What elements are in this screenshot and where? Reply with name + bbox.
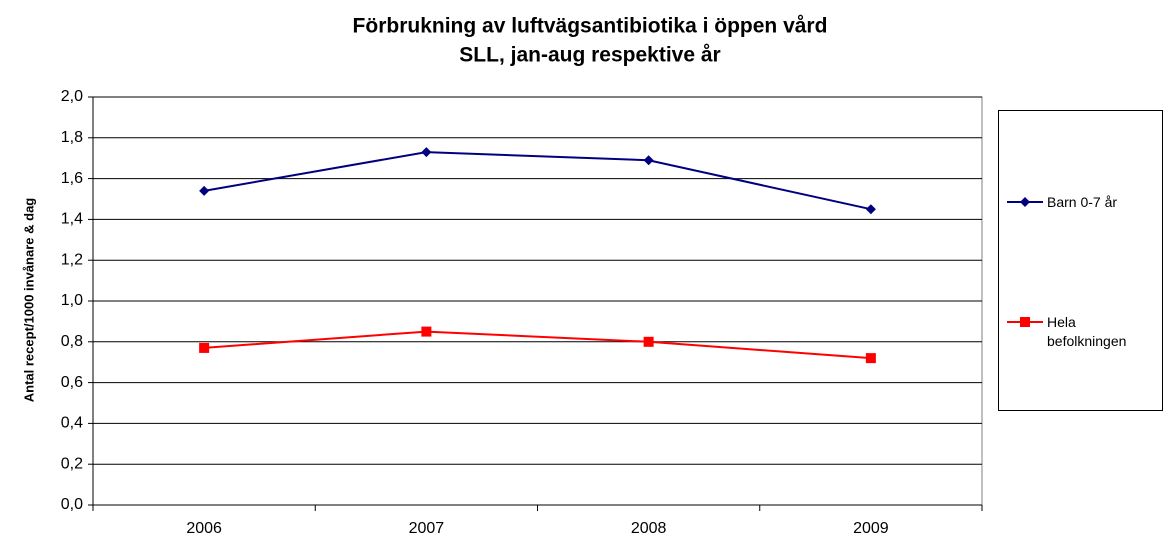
legend-label: Barn 0-7 år xyxy=(1047,194,1118,210)
legend-icon xyxy=(1007,317,1043,327)
y-axis-label: Antal recept/1000 invånare & dag xyxy=(21,198,36,403)
data-point xyxy=(421,147,432,158)
series-line xyxy=(204,330,871,360)
data-point xyxy=(199,185,210,196)
legend-entry: Hela befolkningen xyxy=(1007,313,1147,351)
y-tick-label: 1,6 xyxy=(61,170,83,187)
data-point xyxy=(643,155,654,166)
legend-label: Hela befolkningen xyxy=(1047,314,1127,349)
y-tick-label: 0,4 xyxy=(61,415,83,432)
y-tick-label: 2,0 xyxy=(61,88,83,105)
y-tick-label: 0,6 xyxy=(61,374,83,391)
chart-title: Förbrukning av luftvägsantibiotika i öpp… xyxy=(353,15,828,38)
x-tick-label: 2007 xyxy=(409,520,445,537)
legend-icon xyxy=(1007,197,1043,207)
y-tick-label: 0,2 xyxy=(61,455,83,472)
legend-marker xyxy=(1020,197,1030,207)
legend-marker xyxy=(1020,317,1030,327)
series-line xyxy=(203,151,872,211)
y-tick-label: 0,0 xyxy=(61,496,83,513)
y-tick-label: 0,8 xyxy=(61,333,83,350)
data-point xyxy=(643,336,654,347)
y-tick-label: 1,2 xyxy=(61,251,83,268)
chart-subtitle: SLL, jan-aug respektive år xyxy=(459,44,720,67)
y-tick-label: 1,4 xyxy=(61,211,83,228)
legend: Barn 0-7 år Hela befolkningen xyxy=(998,110,1163,411)
x-tick-label: 2006 xyxy=(186,520,222,537)
data-point xyxy=(865,204,876,215)
data-point xyxy=(421,326,432,337)
x-tick-label: 2008 xyxy=(631,520,667,537)
data-point xyxy=(199,342,210,353)
legend-entry: Barn 0-7 år xyxy=(1007,193,1147,212)
data-point xyxy=(865,353,876,364)
x-tick-label: 2009 xyxy=(853,520,889,537)
y-tick-label: 1,0 xyxy=(61,292,83,309)
y-tick-label: 1,8 xyxy=(61,129,83,146)
